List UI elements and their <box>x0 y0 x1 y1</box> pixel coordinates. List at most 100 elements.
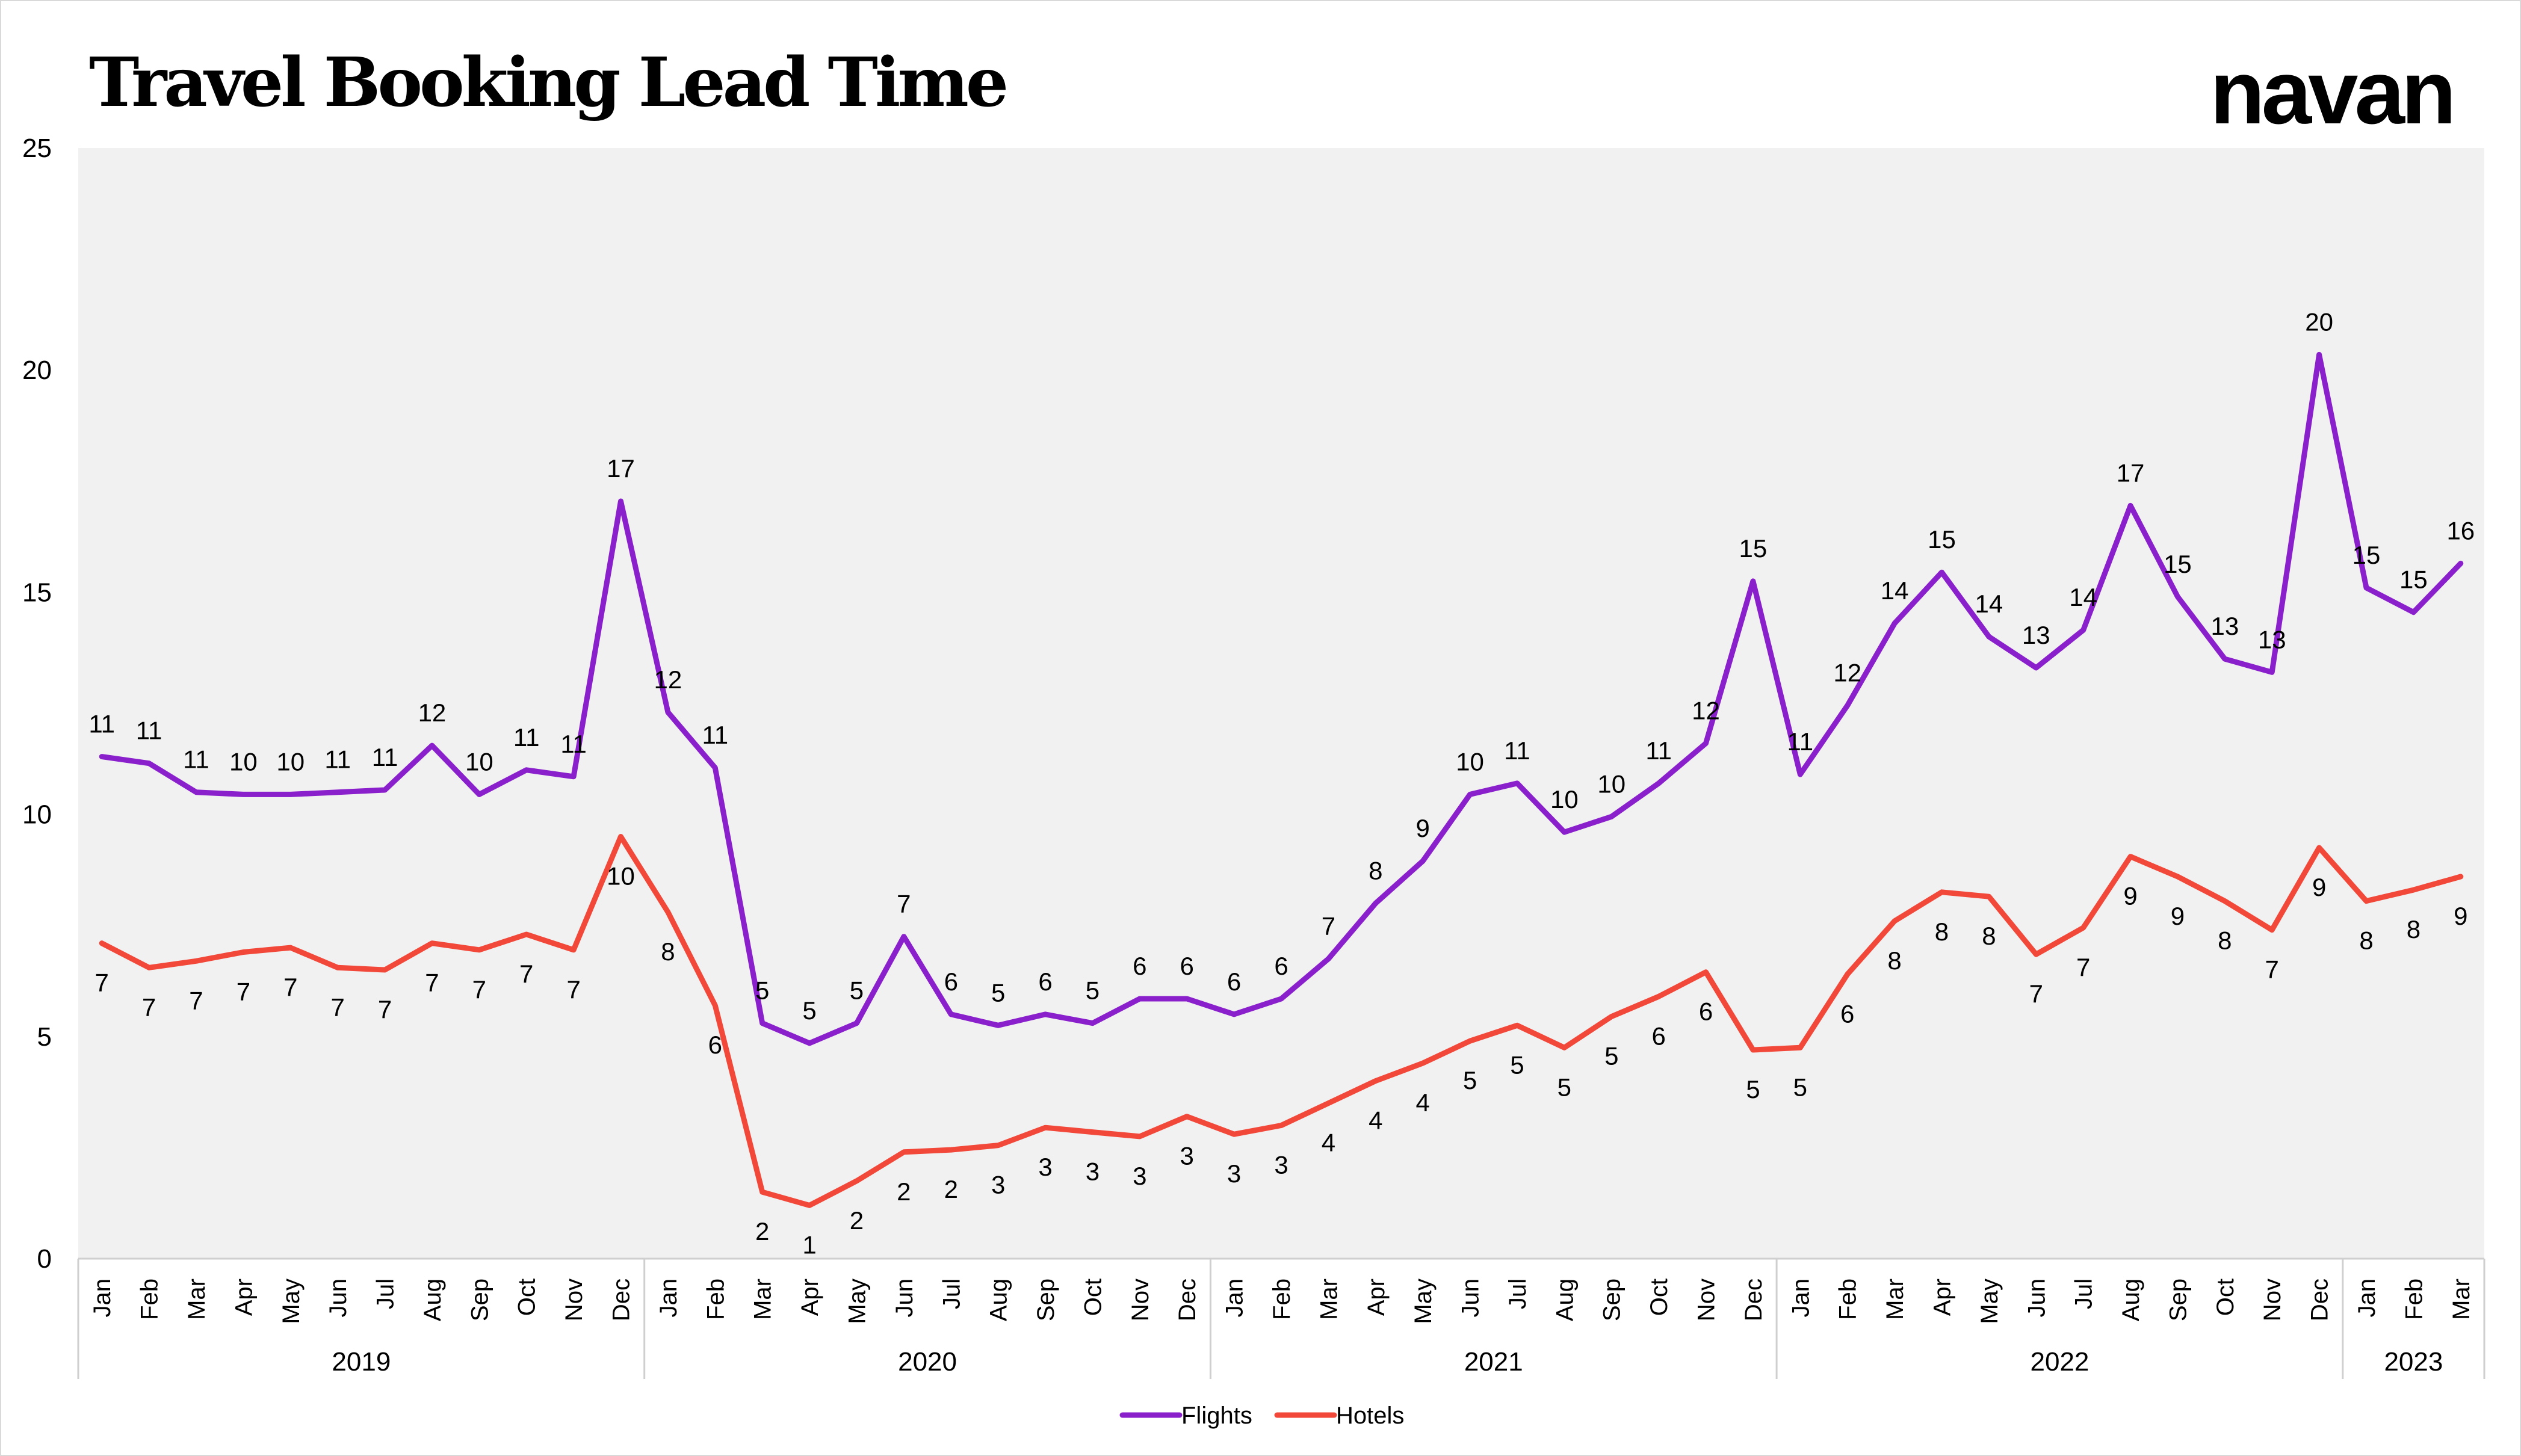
month-label: Jul <box>2071 1279 2097 1309</box>
month-label: Sep <box>466 1279 493 1321</box>
data-label-hotels: 4 <box>1415 1088 1429 1117</box>
data-label-hotels: 7 <box>283 973 297 1001</box>
data-label-hotels: 9 <box>2312 873 2326 901</box>
data-label-hotels: 10 <box>607 862 635 890</box>
year-label: 2022 <box>2031 1347 2089 1377</box>
month-label: Sep <box>2165 1279 2191 1321</box>
data-label-hotels: 4 <box>1322 1129 1335 1157</box>
month-label: Jul <box>1505 1279 1531 1309</box>
y-axis: 0 5 10 15 20 25 <box>22 134 52 1274</box>
month-label: Oct <box>1080 1279 1106 1316</box>
page-title: Travel Booking Lead Time <box>89 43 1009 122</box>
data-label-hotels: 5 <box>1557 1073 1571 1101</box>
month-label: May <box>844 1279 870 1324</box>
data-label-hotels: 3 <box>1038 1153 1052 1181</box>
data-label-hotels: 7 <box>2029 979 2043 1008</box>
data-label-hotels: 7 <box>189 986 203 1014</box>
data-label-hotels: 7 <box>237 978 250 1006</box>
data-label-hotels: 7 <box>378 995 392 1023</box>
month-label: Nov <box>1694 1279 1720 1321</box>
month-label: Jan <box>1222 1279 1248 1318</box>
data-label-flights: 11 <box>136 717 162 745</box>
data-label-hotels: 7 <box>519 960 533 988</box>
data-label-hotels: 3 <box>991 1171 1005 1199</box>
data-label-hotels: 3 <box>1180 1142 1194 1170</box>
y-tick-label: 15 <box>22 578 52 607</box>
month-label: Mar <box>184 1279 210 1320</box>
data-label-flights: 12 <box>1833 659 1861 687</box>
month-label: Jun <box>1458 1279 1484 1318</box>
month-label: Feb <box>137 1279 163 1320</box>
data-label-flights: 11 <box>183 745 209 774</box>
data-label-hotels: 6 <box>1699 998 1713 1026</box>
month-label: May <box>278 1279 305 1324</box>
data-label-flights: 13 <box>2258 625 2286 653</box>
data-label-flights: 5 <box>802 996 816 1025</box>
data-label-hotels: 5 <box>1793 1073 1807 1101</box>
month-label: Sep <box>1599 1279 1626 1321</box>
month-label: Feb <box>702 1279 729 1320</box>
month-label: Dec <box>1740 1279 1767 1321</box>
data-label-flights: 7 <box>897 890 911 918</box>
month-label: Apr <box>797 1279 823 1316</box>
data-label-flights: 14 <box>2069 583 2097 611</box>
data-label-hotels: 7 <box>472 975 486 1004</box>
x-axis: Jan Feb Mar Apr May Jun Jul Aug Sep Oct Nov Dec Jan F… <box>77 1257 2485 1379</box>
month-label: Mar <box>750 1279 776 1320</box>
month-label: Nov <box>1127 1279 1154 1321</box>
data-label-flights: 6 <box>1133 952 1146 980</box>
data-label-flights: 12 <box>654 665 682 694</box>
data-label-hotels: 3 <box>1274 1150 1288 1179</box>
month-label: Aug <box>419 1279 446 1321</box>
data-label-flights: 11 <box>1787 727 1814 756</box>
data-label-flights: 15 <box>2164 550 2192 578</box>
data-label-hotels: 8 <box>1982 922 1996 950</box>
data-label-flights: 5 <box>1086 976 1100 1005</box>
month-label: Mar <box>1882 1279 1908 1320</box>
data-label-flights: 10 <box>1550 785 1579 813</box>
data-label-flights: 6 <box>1180 952 1194 980</box>
data-label-flights: 5 <box>755 976 769 1005</box>
data-label-flights: 10 <box>1456 747 1484 776</box>
data-label-hotels: 5 <box>1604 1042 1618 1070</box>
month-label: Apr <box>230 1279 257 1316</box>
data-label-flights: 20 <box>2305 307 2333 336</box>
y-tick-label: 20 <box>22 356 52 385</box>
data-label-flights: 11 <box>1504 736 1530 765</box>
navan-logo-text: navan <box>2210 57 2453 135</box>
data-label-hotels: 9 <box>2123 882 2137 910</box>
data-label-hotels: 7 <box>2265 955 2279 984</box>
data-label-flights: 11 <box>513 723 540 751</box>
data-label-hotels: 7 <box>425 969 439 997</box>
data-label-hotels: 1 <box>802 1230 816 1259</box>
month-label: May <box>1410 1279 1437 1324</box>
data-label-flights: 11 <box>1645 736 1672 765</box>
data-label-hotels: 8 <box>1887 946 1901 975</box>
data-label-flights: 15 <box>1739 534 1768 563</box>
data-label-hotels: 3 <box>1227 1159 1241 1188</box>
month-label: Jun <box>891 1279 918 1318</box>
data-label-flights: 10 <box>1597 770 1626 798</box>
data-label-flights: 11 <box>372 743 398 771</box>
data-label-flights: 10 <box>276 747 305 776</box>
month-label: Jan <box>2354 1279 2380 1318</box>
data-label-hotels: 7 <box>566 975 580 1004</box>
data-label-hotels: 6 <box>708 1031 722 1059</box>
month-label: Jun <box>2023 1279 2050 1318</box>
month-label: Jul <box>373 1279 399 1309</box>
month-label: Aug <box>1551 1279 1578 1321</box>
data-label-flights: 11 <box>324 745 351 774</box>
data-label-hotels: 6 <box>1840 999 1854 1028</box>
data-label-flights: 11 <box>88 710 115 738</box>
legend: Flights Hotels <box>1119 1402 1404 1429</box>
month-label: Feb <box>1835 1279 1861 1320</box>
month-label: Dec <box>2307 1279 2333 1321</box>
data-label-flights: 6 <box>944 967 958 996</box>
month-label: Apr <box>1363 1279 1390 1316</box>
month-label: Feb <box>2401 1279 2427 1320</box>
y-tick-label: 10 <box>22 800 52 830</box>
month-label: Jan <box>1787 1279 1814 1318</box>
month-label: Jun <box>325 1279 351 1318</box>
